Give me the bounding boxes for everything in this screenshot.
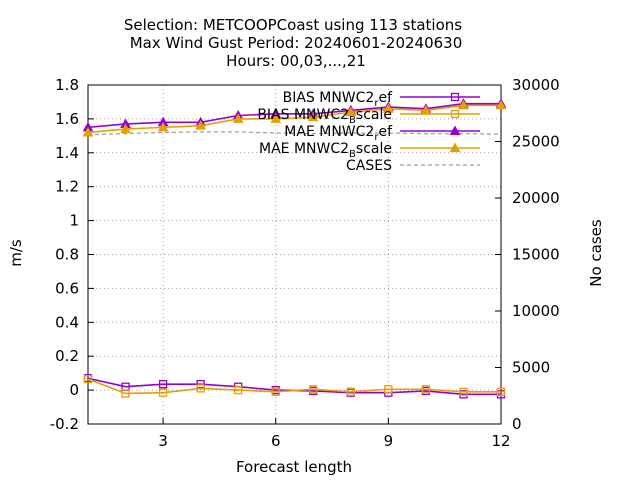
legend-label: MAE MNWC2Bscale — [259, 141, 392, 160]
data-point-triangle — [270, 113, 282, 123]
legend-label-base: BIAS MNWC2 — [257, 107, 349, 123]
y2-axis-label: No cases — [587, 219, 605, 287]
data-point-square — [234, 385, 243, 395]
data-point-triangle — [157, 121, 169, 132]
data-point-square — [309, 385, 318, 394]
data-point-square — [384, 385, 393, 394]
data-point-square — [450, 92, 460, 102]
legend-label-subscript: B — [349, 115, 356, 126]
series-3 — [82, 99, 507, 137]
data-point-triangle — [307, 111, 319, 122]
data-point-triangle — [458, 99, 469, 110]
y2-tick-label: 5000 — [512, 359, 550, 377]
chart-title-line-1: Selection: METCOOPCoast using 113 statio… — [124, 16, 462, 34]
data-point-square — [421, 385, 431, 394]
data-point-triangle — [449, 125, 461, 135]
data-point-square — [158, 380, 168, 389]
legend-label: MAE MNWC2ref — [284, 124, 393, 143]
data-point-square — [346, 387, 355, 396]
series-line — [87, 378, 501, 395]
y-tick-label: 0 — [69, 381, 79, 399]
series-line — [87, 131, 502, 136]
legend-label: BIAS MNWC2Bscale — [257, 107, 392, 126]
y-tick-label: 0.4 — [55, 313, 79, 331]
data-point-triangle — [120, 123, 131, 134]
y2-tick-label: 10000 — [512, 302, 560, 320]
data-point-triangle — [495, 99, 507, 110]
y-tick-label: 1.2 — [55, 178, 79, 196]
x-axis-label: Forecast length — [236, 458, 352, 476]
legend-label-base: BIAS MNWC2 — [283, 90, 375, 106]
data-point-square — [121, 389, 130, 398]
y-tick-label: 1.8 — [55, 76, 79, 94]
legend-label: BIAS MNWC2ref — [283, 90, 393, 109]
y-tick-label: 1.6 — [55, 110, 79, 128]
axes-layer: -0.2 0 0.2 0.4 0.6 0.8 1 1.2 1.4 1.6 1.8 0 5000 10000… — [50, 76, 560, 450]
y2-tick-label: 25000 — [512, 133, 560, 151]
chart-title-line-3: Hours: 00,03,...,21 — [226, 52, 366, 70]
y-tick-label: -0.2 — [50, 415, 79, 433]
y2-tick-label: 20000 — [512, 189, 560, 207]
x-tick-label: 3 — [158, 432, 168, 450]
data-point-triangle — [449, 142, 461, 152]
legend-label-suffix: scale — [356, 141, 392, 157]
legend-label-base: MAE MNWC2 — [284, 124, 374, 140]
data-point-square — [196, 384, 205, 393]
chart-title-line-2: Max Wind Gust Period: 20240601-20240630 — [130, 34, 463, 52]
legend-label: CASES — [346, 158, 392, 174]
legend-label-suffix: scale — [356, 107, 392, 123]
data-point-triangle — [195, 120, 206, 130]
legend-label-suffix: ef — [378, 90, 393, 106]
legend-label-subscript: B — [349, 149, 356, 160]
data-point-square — [450, 109, 460, 119]
legend-label-subscript: r — [374, 132, 379, 143]
series-1 — [83, 374, 506, 398]
data-point-triangle — [82, 126, 94, 137]
x-tick-label: 6 — [271, 432, 281, 450]
legend-label-suffix: ef — [378, 124, 393, 140]
chart-title: Selection: METCOOPCoast using 113 statio… — [124, 16, 462, 70]
data-point-triangle — [345, 106, 357, 117]
y2-tick-label: 30000 — [512, 76, 560, 94]
series-0 — [83, 374, 506, 399]
y-axis-label: m/s — [7, 239, 25, 267]
series-line — [87, 102, 501, 129]
x-tick-label: 9 — [384, 432, 394, 450]
series-line — [87, 377, 501, 396]
data-point-square — [459, 387, 468, 396]
legend-label-subscript: r — [374, 98, 379, 109]
y-tick-label: 1 — [69, 212, 79, 230]
data-point-square — [271, 387, 280, 396]
y2-tick-label: 0 — [512, 415, 522, 433]
x-tick-label: 12 — [491, 432, 510, 450]
data-point-square — [158, 388, 168, 397]
series-line — [87, 104, 501, 134]
legend-label-base: CASES — [346, 158, 392, 174]
series-layer — [82, 98, 507, 399]
y-tick-label: 0.6 — [55, 279, 79, 297]
y-tick-label: 1.4 — [55, 144, 79, 162]
y-tick-label: 0.2 — [55, 347, 79, 365]
series-4 — [87, 131, 502, 136]
legend-label-base: MAE MNWC2 — [259, 141, 349, 157]
grid-layer — [88, 85, 501, 424]
y2-tick-label: 15000 — [512, 246, 560, 264]
data-point-square — [496, 387, 506, 396]
data-point-square — [83, 374, 93, 384]
data-point-triangle — [383, 103, 394, 113]
data-point-triangle — [232, 113, 244, 123]
y-tick-label: 0.8 — [55, 246, 79, 264]
